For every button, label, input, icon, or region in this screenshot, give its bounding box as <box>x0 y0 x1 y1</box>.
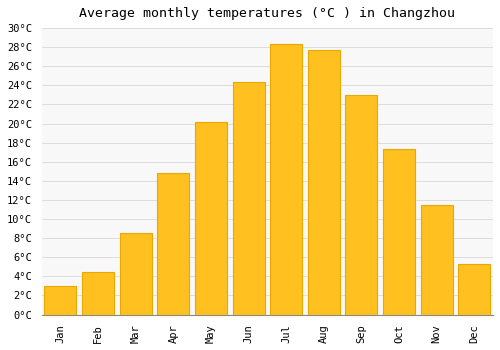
Bar <box>158 173 190 315</box>
Bar <box>346 95 378 315</box>
Title: Average monthly temperatures (°C ) in Changzhou: Average monthly temperatures (°C ) in Ch… <box>80 7 456 20</box>
Bar <box>44 286 76 315</box>
Bar <box>383 149 415 315</box>
Bar <box>82 272 114 315</box>
Bar <box>308 50 340 315</box>
Bar <box>232 83 264 315</box>
Bar <box>195 122 227 315</box>
Bar <box>270 44 302 315</box>
Bar <box>420 205 452 315</box>
Bar <box>120 233 152 315</box>
Bar <box>458 264 490 315</box>
